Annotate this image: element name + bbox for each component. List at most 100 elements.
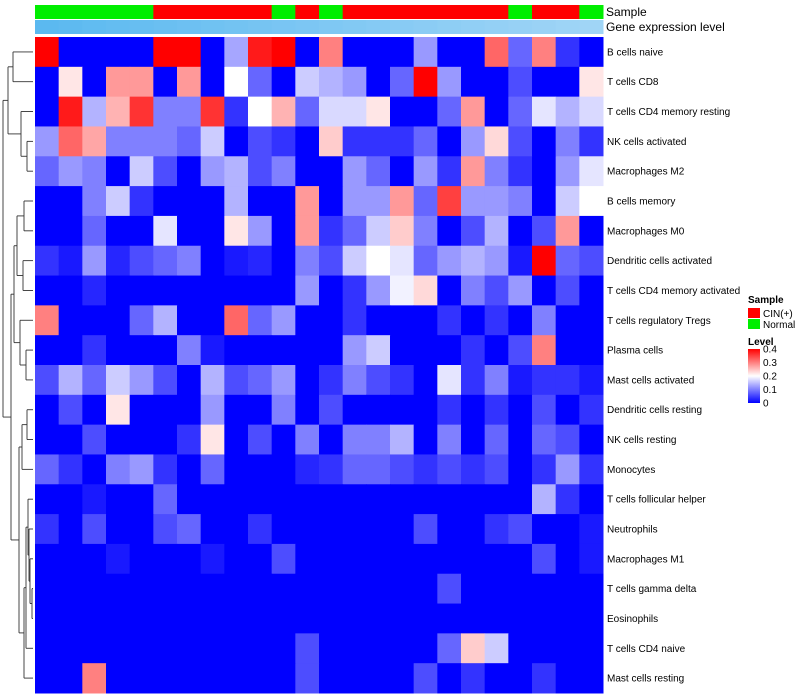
heatmap-cell [319,156,344,187]
heatmap-cell [437,543,462,575]
heatmap-cell [461,96,486,127]
heatmap-cell [129,66,154,98]
heatmap-cell [177,543,202,575]
heatmap-cell [532,335,557,366]
heatmap-cell [366,96,391,127]
heatmap-cell [342,514,367,545]
heatmap-cell [295,633,320,664]
heatmap-cell [106,335,131,366]
heatmap-cell [319,365,344,396]
heatmap-cell [413,424,438,455]
heatmap-cell [555,424,580,455]
heatmap-cell [413,126,438,157]
heatmap-cell [437,603,462,634]
heatmap-cell [153,156,178,187]
heatmap-cell [248,335,273,366]
heatmap-cell [248,484,273,515]
heatmap-cell [224,454,249,485]
heatmap-cell [484,454,509,485]
row-label: Dendritic cells resting [607,405,702,416]
heatmap-cell [106,454,131,485]
heatmap-cell [579,96,604,127]
heatmap-cell [35,394,60,426]
heatmap-cell [82,573,107,605]
heatmap-cell [248,454,273,485]
heatmap-cell [129,275,154,306]
heatmap-cell [532,186,557,217]
heatmap-cell [58,96,83,127]
heatmap-cell [484,126,509,157]
expression-annotation-cell [413,20,438,34]
heatmap-cell [413,365,438,396]
heatmap-cell [58,573,83,605]
legend-label-normal: Normal [763,320,795,331]
heatmap-cell [248,37,273,68]
heatmap-cell [129,305,154,336]
heatmap-cell [153,394,178,426]
heatmap-cell [106,633,131,664]
heatmap-cell [555,663,580,694]
heatmap-cell [413,514,438,545]
heatmap-cell [153,215,178,247]
sample-annotation-cell [58,5,83,19]
heatmap-cell [390,126,415,157]
heatmap-cell [129,424,154,455]
heatmap-cell [200,573,225,605]
heatmap-cell [248,424,273,455]
heatmap-cell [129,484,154,515]
heatmap-cell [58,156,83,187]
heatmap-cell [224,484,249,515]
sample-annotation-cell [248,5,273,19]
heatmap-cell [200,603,225,634]
expression-annotation-cell [342,20,367,34]
heatmap-cell [106,603,131,634]
heatmap-cell [484,633,509,664]
column-annotation-bars [35,5,604,34]
sample-annotation-cell [295,5,320,19]
heatmap-cell [106,484,131,515]
sample-annotation-cell [342,5,367,19]
heatmap-cell [413,663,438,694]
heatmap-cell [342,633,367,664]
heatmap-cell [35,514,60,545]
heatmap-cell [295,424,320,455]
heatmap-cell [437,245,462,277]
heatmap-cell [342,663,367,694]
heatmap-cell [35,215,60,247]
heatmap-cell [508,603,533,634]
heatmap-cell [319,37,344,68]
heatmap-cell [461,514,486,545]
heatmap-cell [200,37,225,68]
heatmap-cell [82,603,107,634]
heatmap-cell [413,305,438,336]
heatmap-cell [437,365,462,396]
heatmap-cell [484,365,509,396]
heatmap-cell [319,454,344,485]
heatmap-cell [579,394,604,426]
heatmap-cell [366,245,391,277]
heatmap-cell [224,663,249,694]
heatmap-cell [82,186,107,217]
heatmap-cell [271,543,296,575]
heatmap-cell [82,245,107,277]
heatmap-cell [153,454,178,485]
heatmap-cell [82,633,107,664]
row-label: Macrophages M2 [607,167,685,178]
heatmap-cell [58,603,83,634]
heatmap-cell [248,156,273,187]
heatmap-cell [200,514,225,545]
heatmap-cell [271,96,296,127]
heatmap-cell [366,633,391,664]
heatmap-cell [295,215,320,247]
heatmap-cell [153,663,178,694]
heatmap-cell [319,275,344,306]
heatmap-cell [390,215,415,247]
heatmap-cell [224,186,249,217]
heatmap-cell [579,335,604,366]
heatmap-cell [508,96,533,127]
heatmap-cell [437,66,462,98]
expression-annotation-cell [224,20,249,34]
heatmap-cell [82,335,107,366]
heatmap-cell [35,305,60,336]
